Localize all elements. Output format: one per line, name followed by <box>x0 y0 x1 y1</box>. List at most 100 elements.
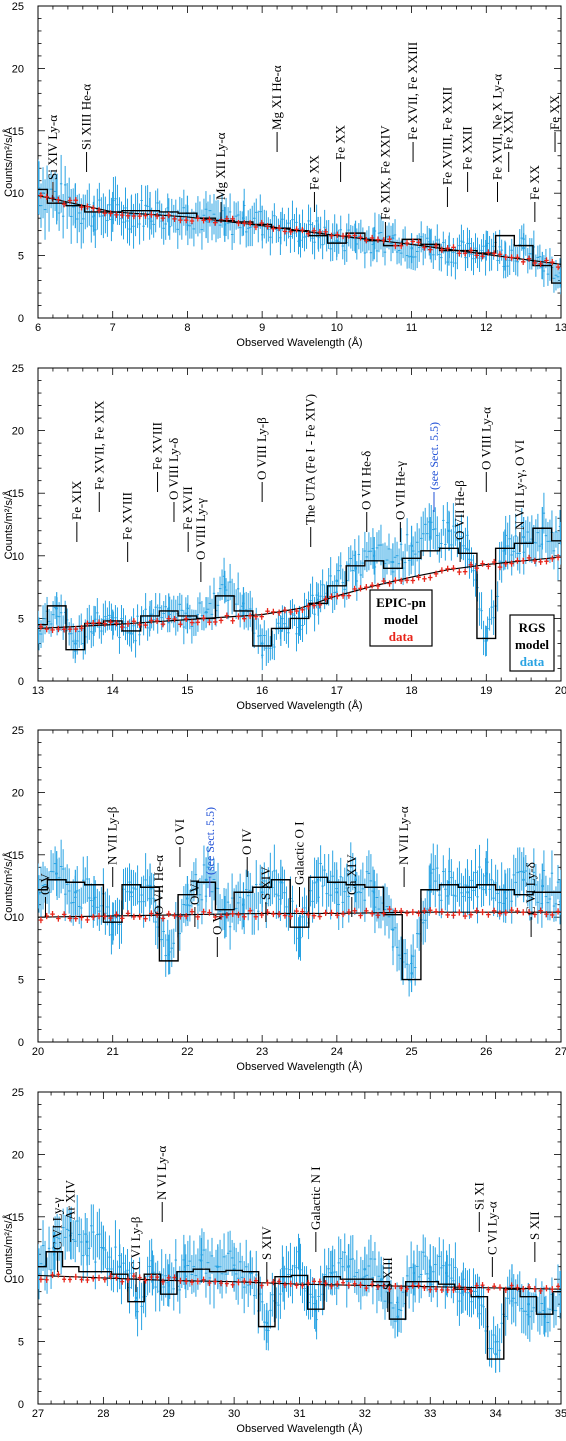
rgs-data-point <box>466 890 469 894</box>
y-tick-label: 5 <box>18 1337 24 1349</box>
rgs-data-point <box>186 897 189 900</box>
rgs-data-point <box>74 642 77 645</box>
rgs-data-point <box>265 1321 269 1325</box>
line-id-label: Ca XIV <box>344 854 359 895</box>
x-tick-label: 10 <box>331 322 343 334</box>
x-tick-label: 22 <box>181 1046 193 1058</box>
rgs-data-point <box>347 1265 350 1269</box>
legend-rgs-data: data <box>520 654 545 669</box>
rgs-data-point <box>428 1265 432 1269</box>
rgs-data-point <box>543 1315 546 1318</box>
rgs-data-point <box>484 244 488 247</box>
x-tick-label: 14 <box>107 685 119 697</box>
y-tick-label: 15 <box>12 1212 24 1224</box>
x-tick-label: 27 <box>555 1046 566 1058</box>
x-tick-label: 21 <box>107 1046 119 1058</box>
rgs-data-point <box>55 872 58 875</box>
rgs-data-point <box>223 223 227 226</box>
rgs-data-point <box>55 607 58 610</box>
spectrum-panel-1: 6 7 8 9 10 11 12 13 0 5 10 15 20 25 Observed Wavelengt… <box>2 1 566 349</box>
line-id-label: Fe XIX, Fe XXIV <box>377 125 392 220</box>
rgs-data-point <box>379 1277 383 1281</box>
y-tick-label: 0 <box>18 1399 24 1411</box>
legend: EPIC-pn model data RGS model data <box>369 589 555 672</box>
plot-area <box>38 154 561 295</box>
line-id-label: O VIII Ly-γ <box>193 498 208 560</box>
line-id-label: Fe XXII <box>460 126 475 170</box>
line-id-label: (see Sect. 5.5) <box>427 422 441 490</box>
x-tick-label: 8 <box>184 322 190 334</box>
rgs-data-point <box>130 890 133 894</box>
x-tick-label: 33 <box>424 1408 436 1420</box>
x-tick-label: 28 <box>97 1408 109 1420</box>
rgs-data-point <box>412 1271 416 1275</box>
rgs-data-point <box>428 884 432 888</box>
plot-area <box>38 838 561 997</box>
legend-box-epic <box>369 589 433 647</box>
y-tick-label: 25 <box>12 363 24 375</box>
spectrum-panel-2: 13 14 15 16 17 18 19 20 0 5 10 15 20 25 Observed Wavel… <box>2 363 566 712</box>
rgs-data-point <box>522 246 525 250</box>
rgs-data-point <box>391 928 395 931</box>
y-tick-label: 10 <box>12 1274 24 1286</box>
rgs-data-point <box>216 1265 220 1269</box>
x-tick-label: 13 <box>555 322 566 334</box>
rgs-data-point <box>204 610 208 614</box>
y-tick-label: 20 <box>12 63 24 75</box>
rgs-data-point <box>316 878 320 882</box>
rgs-data-point <box>559 541 561 545</box>
rgs-data-point <box>466 548 469 551</box>
y-axis-label: Counts/m²/s/Å <box>2 850 15 920</box>
legend-epic-title: EPIC-pn <box>376 595 427 610</box>
line-id-label: Fe XX <box>306 154 321 190</box>
rgs-data-point <box>447 529 451 533</box>
line-id-label: O VII He-γ <box>392 461 407 520</box>
y-tick-label: 0 <box>18 313 24 325</box>
y-axis-label: Counts/m²/s/Å <box>2 126 15 196</box>
rgs-data-point <box>541 884 544 888</box>
rgs-data-point <box>85 1240 89 1244</box>
line-id-label: C VI Ly-β <box>128 1216 143 1270</box>
rgs-data-point <box>335 890 339 894</box>
y-tick-label: 25 <box>12 1087 24 1099</box>
rgs-data-point <box>223 915 227 919</box>
rgs-data-point <box>298 934 301 938</box>
y-axis-label: Counts/m²/s/Å <box>2 489 15 559</box>
y-axis-label: Counts/m²/s/Å <box>2 1212 15 1282</box>
line-id-label: O V <box>37 873 52 895</box>
line-id-label: Fe XIX <box>69 480 84 520</box>
rgs-data-point <box>92 897 96 900</box>
rgs-data-point <box>102 1246 105 1250</box>
x-tick-label: 15 <box>181 685 193 697</box>
x-tick-label: 26 <box>480 1046 492 1058</box>
rgs-data-point <box>74 890 77 894</box>
rgs-data-point <box>92 214 96 217</box>
rgs-data-point <box>335 579 339 583</box>
line-id-label: Si XI <box>471 1182 486 1210</box>
rgs-data-point <box>484 872 488 875</box>
x-tick-label: 6 <box>35 322 41 334</box>
rgs-data-point <box>396 1315 399 1318</box>
line-id-label: Galactic O I <box>292 821 307 885</box>
x-axis-label: Observed Wavelength (Å) <box>236 1060 362 1073</box>
x-tick-label: 11 <box>406 322 417 334</box>
spectrum-panel-3: 20 21 22 23 24 25 26 27 0 5 10 15 20 25 Observed Wavel… <box>2 725 566 1073</box>
line-id-label: S XIII <box>380 1257 395 1290</box>
line-id-label: Fe XVIII, Fe XXII <box>439 87 454 185</box>
y-tick-label: 10 <box>12 188 24 200</box>
line-id-label: N VII Ly-β <box>105 806 120 865</box>
line-id-label: The UTA (Fe I - Fe XIV) <box>303 394 318 525</box>
x-tick-label: 25 <box>405 1046 417 1058</box>
y-tick-label: 20 <box>12 426 24 438</box>
line-id-label: O VI <box>172 819 187 845</box>
epic-model-line <box>38 911 561 918</box>
rgs-data-point <box>391 236 395 240</box>
line-id-label: N VII Ly-γ, O VI <box>512 440 527 530</box>
plot-area <box>38 1195 561 1373</box>
rgs-data-point <box>279 880 283 884</box>
line-id-label: S XIV <box>258 866 273 900</box>
rgs-model-line <box>38 876 561 981</box>
y-tick-label: 25 <box>12 1 24 13</box>
y-tick-label: 5 <box>18 251 24 263</box>
